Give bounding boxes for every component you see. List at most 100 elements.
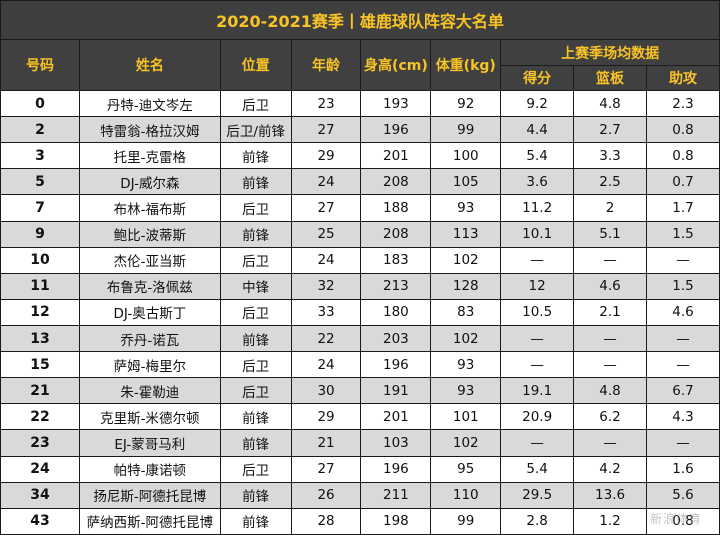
player-name: 扬尼斯-阿德托昆博 xyxy=(78,481,221,509)
player-number: 2 xyxy=(0,116,80,144)
player-points: 20.9 xyxy=(500,403,575,431)
player-age: 22 xyxy=(290,324,362,353)
table-row: 7 布林-福布斯 后卫 27 188 93 11.2 2 1.7 xyxy=(0,194,720,222)
player-height: 196 xyxy=(360,455,432,483)
player-height: 211 xyxy=(360,481,432,509)
player-points: 29.5 xyxy=(500,481,575,509)
player-points: 11.2 xyxy=(500,194,575,222)
player-points: — xyxy=(500,246,575,274)
header-points: 得分 xyxy=(500,65,575,91)
player-number: 15 xyxy=(0,351,80,379)
player-rebounds: 2.5 xyxy=(573,168,647,196)
player-number: 10 xyxy=(0,246,80,274)
player-weight: 100 xyxy=(430,142,502,170)
player-rebounds: 4.8 xyxy=(573,377,647,405)
player-assists: 1.5 xyxy=(646,220,720,248)
player-weight: 102 xyxy=(430,324,502,353)
header-height: 身高(cm) xyxy=(360,39,432,91)
player-age: 27 xyxy=(290,194,362,222)
header-position: 位置 xyxy=(219,39,292,91)
player-weight: 101 xyxy=(430,403,502,431)
player-points: 19.1 xyxy=(500,377,575,405)
player-age: 28 xyxy=(290,507,362,535)
player-height: 103 xyxy=(360,429,432,457)
player-height: 188 xyxy=(360,194,432,222)
player-number: 12 xyxy=(0,298,80,326)
player-name: 特雷翁-格拉汉姆 xyxy=(78,116,221,144)
table-title: 2020-2021赛季丨雄鹿球队阵容大名单 xyxy=(0,0,720,40)
player-height: 203 xyxy=(360,324,432,353)
player-name: 托里-克雷格 xyxy=(78,142,221,170)
table-row: 11 布鲁克-洛佩兹 中锋 32 213 128 12 4.6 1.5 xyxy=(0,272,720,300)
player-position: 前锋 xyxy=(219,142,292,170)
player-position: 中锋 xyxy=(219,272,292,300)
player-assists: 0.8 xyxy=(646,142,720,170)
player-position: 后卫 xyxy=(219,194,292,222)
player-position: 前锋 xyxy=(219,168,292,196)
player-rebounds: 4.6 xyxy=(573,272,647,300)
player-number: 21 xyxy=(0,377,80,405)
player-age: 21 xyxy=(290,429,362,457)
player-height: 191 xyxy=(360,377,432,405)
player-rebounds: 2.1 xyxy=(573,298,647,326)
header-rebounds: 篮板 xyxy=(573,65,647,91)
table-row: 10 杰伦-亚当斯 后卫 24 183 102— — — xyxy=(0,246,720,274)
player-assists: — xyxy=(646,351,720,379)
table-row: 0 丹特-迪文岑左 后卫 23 193 92 9.2 4.8 2.3 xyxy=(0,89,720,118)
player-number: 9 xyxy=(0,220,80,248)
player-points: — xyxy=(500,351,575,379)
player-points: 5.4 xyxy=(500,455,575,483)
player-name: 丹特-迪文岑左 xyxy=(78,89,221,118)
player-assists: — xyxy=(646,429,720,457)
player-assists: 0.7 xyxy=(646,168,720,196)
player-weight: 93 xyxy=(430,377,502,405)
player-age: 27 xyxy=(290,455,362,483)
player-assists: — xyxy=(646,246,720,274)
player-name: 布鲁克-洛佩兹 xyxy=(78,272,221,300)
header-number: 号码 xyxy=(0,39,80,91)
player-rebounds: 6.2 xyxy=(573,403,647,431)
player-number: 24 xyxy=(0,455,80,483)
player-rebounds: 4.2 xyxy=(573,455,647,483)
player-name: 萨姆-梅里尔 xyxy=(78,351,221,379)
player-age: 29 xyxy=(290,142,362,170)
player-points: 3.6 xyxy=(500,168,575,196)
player-assists: 4.3 xyxy=(646,403,720,431)
player-weight: 110 xyxy=(430,481,502,509)
player-position: 后卫 xyxy=(219,377,292,405)
player-name: 帕特-康诺顿 xyxy=(78,455,221,483)
player-height: 208 xyxy=(360,168,432,196)
player-weight: 99 xyxy=(430,507,502,535)
player-assists: 0.8 xyxy=(646,507,720,535)
player-assists: 1.5 xyxy=(646,272,720,300)
player-name: 萨纳西斯-阿德托昆博 xyxy=(78,507,221,535)
player-points: 12 xyxy=(500,272,575,300)
roster-body: 0 丹特-迪文岑左 后卫 23 193 92 9.2 4.8 2.3 2 特雷翁-格拉汉姆 后卫/前锋… xyxy=(0,89,720,535)
player-age: 33 xyxy=(290,298,362,326)
player-assists: 6.7 xyxy=(646,377,720,405)
player-points: 9.2 xyxy=(500,89,575,118)
player-position: 前锋 xyxy=(219,403,292,431)
player-name: DJ-威尔森 xyxy=(78,168,221,196)
player-name: 克里斯-米德尔顿 xyxy=(78,403,221,431)
player-height: 193 xyxy=(360,89,432,118)
table-row: 24 帕特-康诺顿 后卫 27 196 95 5.4 4.2 1.6 xyxy=(0,455,720,483)
player-position: 后卫 xyxy=(219,455,292,483)
table-row: 34 扬尼斯-阿德托昆博 前锋 26 211 110 29.5 13.6 5.6 xyxy=(0,481,720,509)
player-age: 26 xyxy=(290,481,362,509)
table-row: 21 朱-霍勒迪 后卫 30 191 93 19.1 4.8 6.7 xyxy=(0,377,720,405)
player-points: — xyxy=(500,429,575,457)
player-weight: 99 xyxy=(430,116,502,144)
player-age: 27 xyxy=(290,116,362,144)
player-weight: 102 xyxy=(430,246,502,274)
player-weight: 113 xyxy=(430,220,502,248)
player-weight: 102 xyxy=(430,429,502,457)
player-number: 43 xyxy=(0,507,80,535)
player-number: 13 xyxy=(0,324,80,353)
player-number: 7 xyxy=(0,194,80,222)
player-assists: 5.6 xyxy=(646,481,720,509)
table-row: 12 DJ-奥古斯丁 后卫 33 180 83 10.5 2.1 4.6 xyxy=(0,298,720,326)
player-rebounds: 3.3 xyxy=(573,142,647,170)
header-weight: 体重(kg) xyxy=(430,39,502,91)
